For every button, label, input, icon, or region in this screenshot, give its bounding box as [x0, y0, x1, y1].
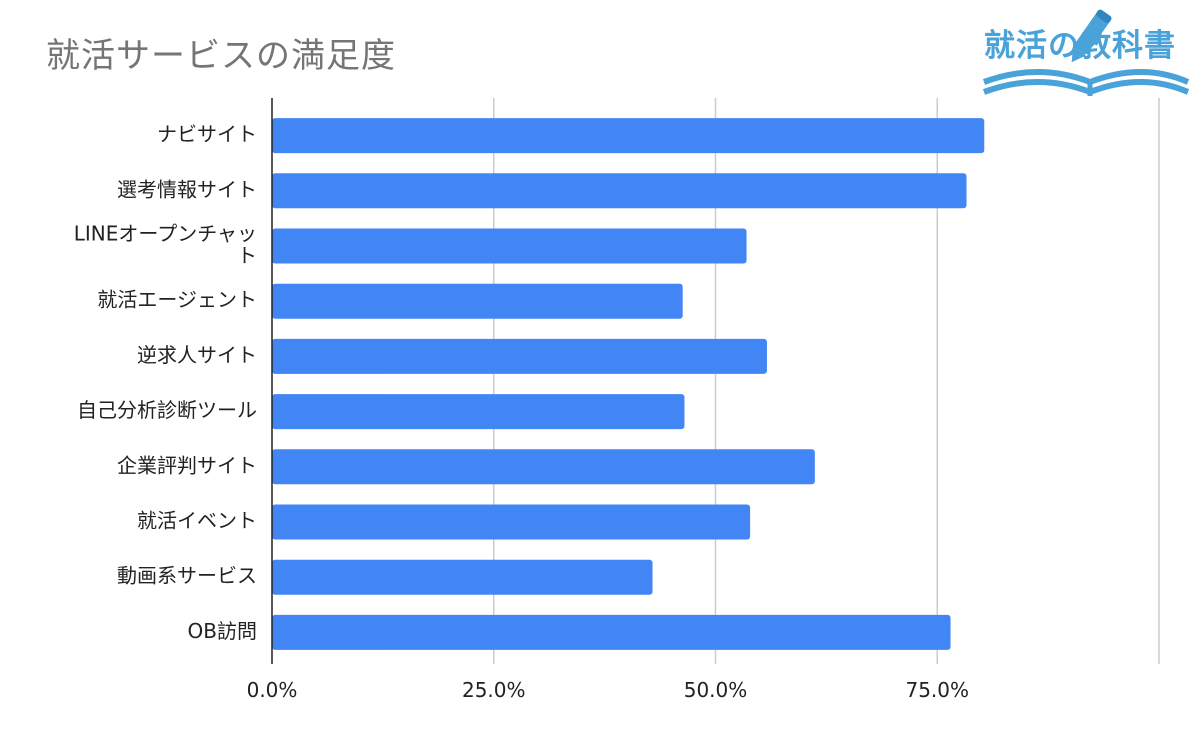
category-label-line: ト — [237, 244, 257, 268]
category-label-0: ナビサイト — [157, 122, 257, 146]
category-label-line: ナビサイト — [157, 122, 257, 146]
x-tick-label-75: 75.0% — [905, 678, 969, 702]
x-tick-label-0: 0.0% — [247, 678, 298, 702]
bar-8 — [272, 559, 653, 595]
x-tick-label-50: 50.0% — [684, 678, 748, 702]
bars — [272, 118, 985, 650]
bar-6 — [272, 449, 815, 485]
category-label-1: 選考情報サイト — [117, 177, 257, 201]
category-label-8: 動画系サービス — [117, 564, 257, 588]
category-label-6: 企業評判サイト — [117, 453, 257, 477]
category-label-9: OB訪問 — [188, 619, 257, 643]
category-label-line: 企業評判サイト — [117, 453, 257, 477]
bar-4 — [272, 338, 767, 374]
bar-0 — [272, 118, 985, 154]
category-label-5: 自己分析診断ツール — [77, 398, 257, 422]
bar-2 — [272, 228, 747, 264]
bar-3 — [272, 283, 683, 319]
category-label-line: 動画系サービス — [117, 564, 257, 588]
category-label-4: 逆求人サイト — [137, 343, 257, 367]
category-label-7: 就活イベント — [137, 509, 257, 533]
category-label-line: OB訪問 — [188, 619, 257, 643]
bar-5 — [272, 394, 685, 430]
category-label-3: 就活エージェント — [97, 288, 257, 312]
bar-9 — [272, 614, 951, 650]
logo-text: 就活の教科書 — [984, 28, 1176, 64]
category-label-line: LINEオープンチャッ — [74, 222, 257, 246]
x-tick-labels: 0.0% 25.0% 50.0% 75.0% — [247, 678, 969, 702]
category-label-line: 就活イベント — [137, 509, 257, 533]
category-label-line: 自己分析診断ツール — [77, 398, 257, 422]
brand-logo: 就活の教科書 — [978, 6, 1190, 102]
x-tick-label-25: 25.0% — [462, 678, 526, 702]
book-pen-icon — [982, 9, 1190, 96]
category-label-line: 就活エージェント — [97, 288, 257, 312]
bar-1 — [272, 173, 967, 209]
chart-title: 就活サービスの満足度 — [46, 36, 396, 76]
category-label-2: LINEオープンチャット — [74, 222, 257, 268]
category-label-line: 逆求人サイト — [137, 343, 257, 367]
bar-7 — [272, 504, 751, 540]
category-label-line: 選考情報サイト — [117, 177, 257, 201]
